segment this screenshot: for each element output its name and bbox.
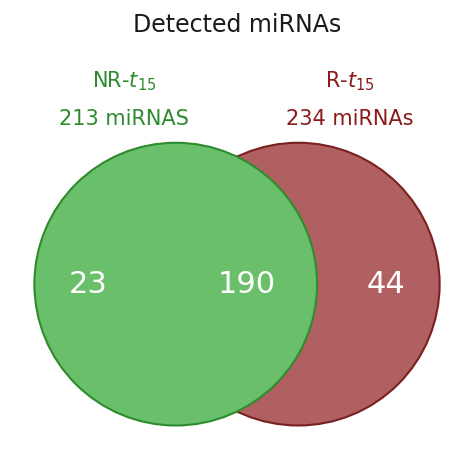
Text: Detected miRNAs: Detected miRNAs (133, 13, 341, 37)
Text: R-$\it{t}$$_{15}$: R-$\it{t}$$_{15}$ (325, 70, 375, 93)
Circle shape (157, 143, 439, 426)
Circle shape (35, 143, 317, 426)
Text: 234 miRNAs: 234 miRNAs (286, 109, 414, 129)
Text: 213 miRNAS: 213 miRNAS (59, 109, 189, 129)
Text: 190: 190 (218, 270, 275, 299)
Text: 23: 23 (69, 270, 108, 299)
Text: 44: 44 (366, 270, 405, 299)
Text: NR-$\it{t}$$_{15}$: NR-$\it{t}$$_{15}$ (91, 70, 156, 93)
